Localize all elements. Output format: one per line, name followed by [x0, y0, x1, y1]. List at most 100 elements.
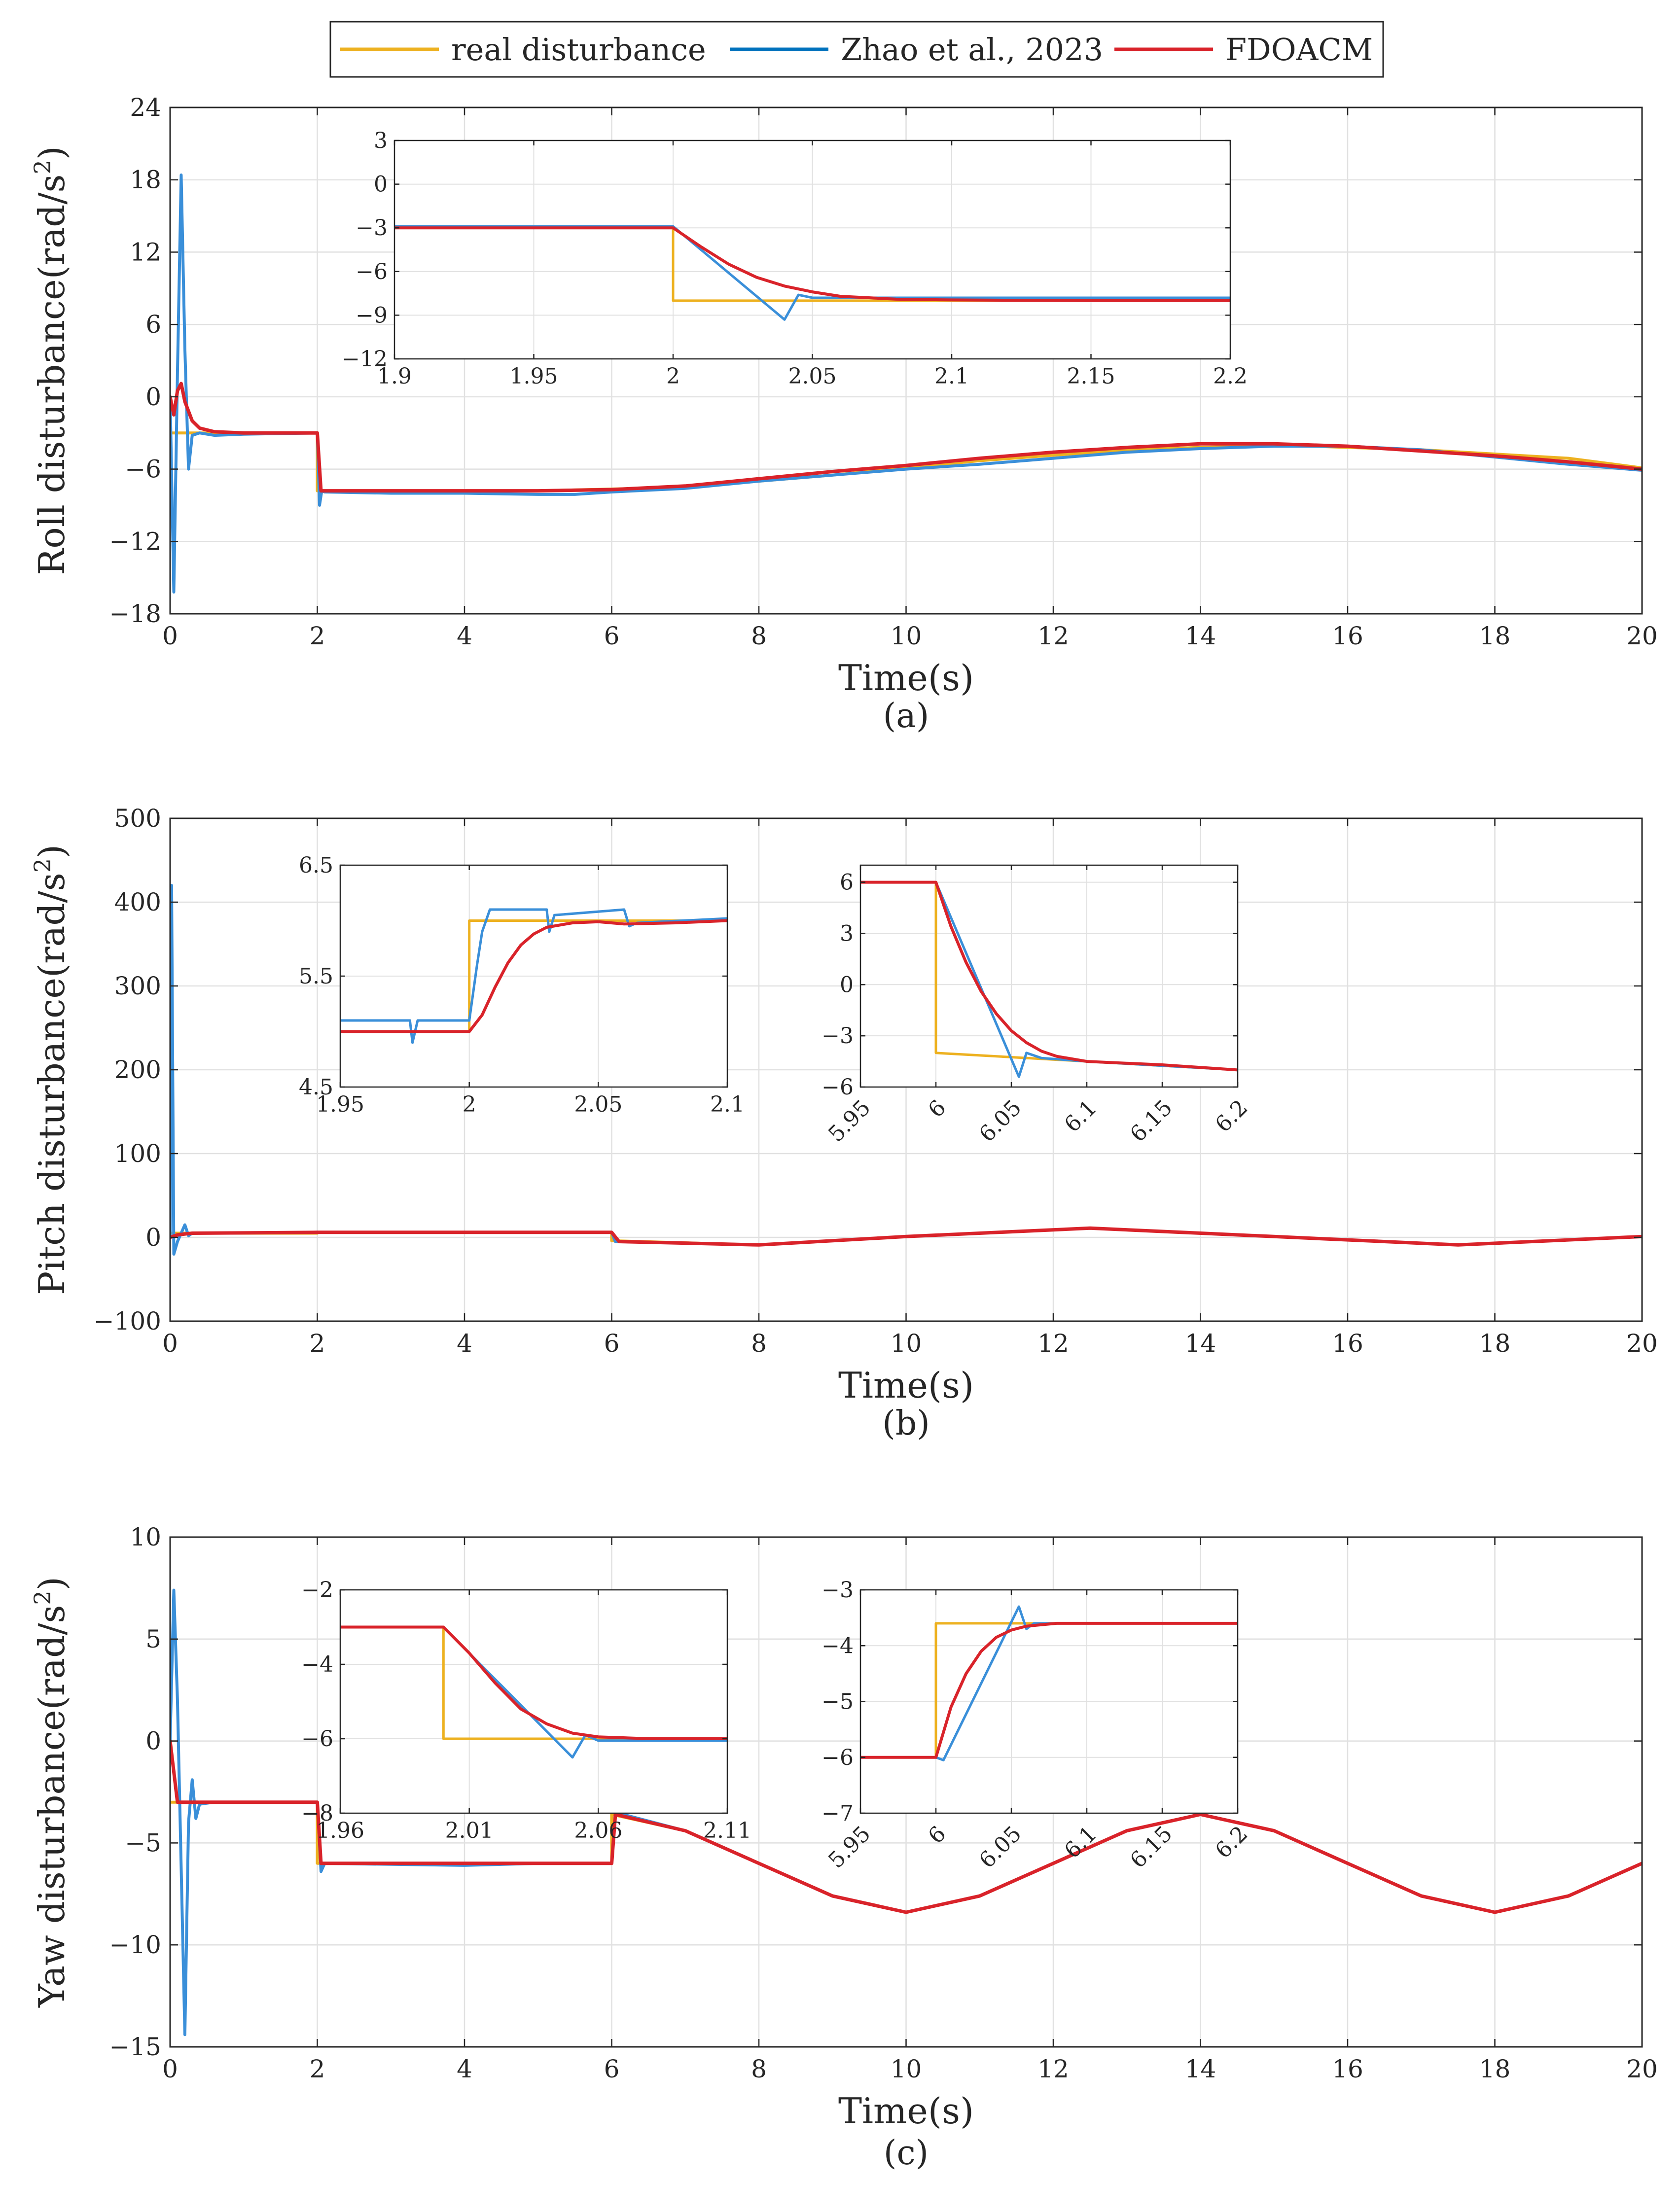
panel-b-inset-1-frame [859, 864, 1239, 1088]
panel-b-pitch: 0 2 4 6 8 10 12 14 16 18 20−1000100200300400500Tim… [29, 804, 1658, 1443]
panel-a-ytick-label-3: 0 [145, 383, 161, 411]
panel-a-inset-0-ytick-label-3: −3 [356, 215, 388, 241]
panel-a-line-zhao [170, 173, 1642, 594]
panel-c-ytick-label-1: −10 [109, 1931, 161, 1959]
panel-b-xtick-label-5: 10 [891, 1329, 922, 1358]
panel-a-xtick-label-6: 12 [1037, 622, 1069, 650]
panel-b-inset-0-ytick-label-0: 4.5 [299, 1075, 333, 1100]
panel-c-inset-0-line-fdoacm [340, 1625, 727, 1740]
panel-b-inset-0-ytick-label-1: 5.5 [299, 964, 333, 989]
panel-b-inset-1-xtick-label-3: 6.1 [1060, 1095, 1102, 1137]
panel-a-inset-0-ytick-label-2: −6 [356, 259, 388, 284]
panel-c-ytick-label-5: 10 [130, 1523, 161, 1551]
panel-c-inset-1-series-group [860, 1605, 1238, 1761]
panel-a-inset-0: 1.9 1.95 2 2.05 2.1 2.15 2.2 −12 −9 −6 −3 0 3 [342, 128, 1248, 389]
panel-c-inset-0-series-group [340, 1625, 727, 1759]
panel-c-inset-1-ytick-label-3: −4 [822, 1633, 854, 1658]
panel-b-xtick-label-7: 14 [1185, 1329, 1216, 1358]
panel-c-ylabel-text: Yaw disturbance(rad/s [31, 1605, 72, 2008]
panel-b-ylabel-sup: 2 [29, 858, 56, 873]
panel-c-xtick-label-7: 14 [1185, 2055, 1216, 2083]
panel-c-ytick-label-2: −5 [125, 1828, 161, 1857]
panel-b-ytick-label-3: 200 [114, 1055, 161, 1084]
panel-c-xlabel: Time(s) [838, 2090, 974, 2132]
panel-b-inset-1-ytick-label-4: 6 [840, 870, 854, 895]
panel-c-inset-1-ytick-label-4: −3 [822, 1578, 854, 1603]
legend: real disturbance Zhao et al., 2023 FDOAC… [329, 21, 1384, 78]
panel-b-ytick-label-2: 100 [114, 1139, 161, 1168]
panel-a-inset-0-series-group [394, 225, 1230, 321]
panel-b-inset-1-ytick-label-2: 0 [840, 972, 854, 997]
panel-c-ytick-label-3: 0 [145, 1727, 161, 1756]
panel-a-inset-0-xtick-label-5: 2.15 [1067, 364, 1115, 389]
panel-c-inset-1-line-fdoacm [860, 1621, 1238, 1759]
panel-a-inset-0-ytick-label-1: −9 [356, 303, 388, 328]
panel-c-inset-1-xtick-label-1: 6 [924, 1821, 951, 1849]
panel-b-inset-0-ytick-label-2: 6.5 [299, 853, 333, 878]
panel-b-xtick-label-9: 18 [1479, 1329, 1511, 1358]
panel-c-ytick-label-0: −15 [109, 2033, 161, 2061]
panel-a-inset-0-line-fdoacm [394, 226, 1230, 302]
panel-b-inset-1-xtick-label-1: 6 [924, 1095, 951, 1123]
panel-a-xtick-label-3: 6 [604, 622, 620, 650]
panel-c-ylabel-sup: 2 [29, 1590, 56, 1605]
panel-a-ytick-label-7: 24 [130, 93, 161, 122]
panel-c-inset-0-xtick-label-2: 2.06 [574, 1818, 622, 1843]
panel-b-ytick-label-5: 400 [114, 888, 161, 916]
panel-c-xtick-label-0: 0 [162, 2055, 178, 2083]
panel-c-inset-1-xtick-label-5: 6.2 [1211, 1821, 1253, 1863]
panel-b-inset-1-xtick-label-5: 6.2 [1211, 1095, 1253, 1137]
panel-b-ytick-label-6: 500 [114, 804, 161, 833]
panel-b-xtick-label-1: 2 [310, 1329, 325, 1358]
panel-b-caption: (b) [882, 1404, 930, 1443]
panel-c-inset-0-ytick-label-3: −2 [301, 1578, 333, 1603]
panel-c-inset-0-xtick-label-3: 2.11 [703, 1818, 751, 1843]
panel-b-inset-0-xtick-label-2: 2.05 [574, 1092, 622, 1117]
panel-b-ytick-label-0: −100 [94, 1307, 161, 1335]
panel-c-inset-0-frame [339, 1589, 728, 1814]
panel-b-xtick-label-3: 6 [604, 1329, 620, 1358]
panel-a-inset-0-xtick-label-3: 2.05 [788, 364, 837, 389]
panel-a-ytick-label-6: 18 [130, 166, 161, 194]
panel-b-inset-1-background [860, 865, 1238, 1087]
panel-b-xtick-label-2: 4 [457, 1329, 472, 1358]
panel-b-ylabel: Pitch disturbance(rad/s2) [29, 844, 72, 1295]
panel-a-xtick-label-2: 4 [457, 622, 472, 650]
panel-a-inset-0-ytick-label-4: 0 [374, 172, 388, 197]
panel-b-xtick-label-4: 8 [751, 1329, 767, 1358]
panel-c-ylabel: Yaw disturbance(rad/s2) [29, 1577, 72, 2008]
panel-b-inset-1-xtick-label-4: 6.15 [1125, 1095, 1177, 1147]
panel-b-inset-1-ytick-label-3: 3 [840, 921, 854, 946]
panel-a-inset-0-ytick-label-0: −12 [342, 347, 388, 372]
panel-c-yaw: 0 2 4 6 8 10 12 14 16 18 20 −15 −10 −5 0 5 10 Time(s) Yaw … [29, 1523, 1658, 2173]
panel-b-xtick-label-8: 16 [1332, 1329, 1363, 1358]
panel-c-xtick-label-8: 16 [1332, 2055, 1363, 2083]
panel-c-inset-0-xtick-label-0: 1.96 [316, 1818, 364, 1843]
panel-b-inset-0-xtick-label-3: 2.1 [710, 1092, 745, 1117]
panel-c-inset-0: 1.96 2.01 2.06 2.11 −8 −6 −4 −2 [301, 1578, 751, 1843]
panel-b-inset-0-xtick-label-1: 2 [463, 1092, 476, 1117]
panel-a-xlabel: Time(s) [838, 657, 974, 699]
panel-c-xtick-label-9: 18 [1479, 2055, 1511, 2083]
panel-c-xtick-label-6: 12 [1037, 2055, 1069, 2083]
panel-b-inset-0-xtick-label-0: 1.95 [316, 1092, 364, 1117]
panel-c-ylabel-close: ) [31, 1577, 72, 1590]
panel-c-xtick-label-10: 20 [1626, 2055, 1658, 2083]
panel-c-xtick-label-2: 4 [457, 2055, 472, 2083]
panel-c-caption: (c) [884, 2134, 929, 2173]
panel-c-inset-0-ytick-label-1: −6 [301, 1726, 333, 1752]
panel-b-line-fdoacm [170, 1226, 1642, 1247]
panel-c-series-group [170, 1588, 1642, 2036]
panel-b-xtick-label-0: 0 [162, 1329, 178, 1358]
panel-a-xtick-label-0: 0 [162, 622, 178, 650]
panel-b-inset-1-xtick-label-0: 5.95 [823, 1095, 875, 1147]
panel-b-inset-1-series-group [860, 880, 1238, 1078]
panel-a-ylabel-close: ) [31, 146, 72, 160]
panel-a-ytick-label-1: −12 [109, 527, 161, 556]
legend-label-fdoacm: FDOACM [1225, 32, 1373, 68]
panel-b-inset-1-ytick-label-1: −3 [822, 1023, 854, 1049]
panel-b-xtick-label-6: 12 [1037, 1329, 1069, 1358]
panel-a-inset-0-xtick-label-6: 2.2 [1213, 364, 1248, 389]
panel-a-ylabel-sup: 2 [29, 160, 56, 174]
panel-b-inset-1: 5.95 6 6.05 6.1 6.15 6.2 −6 −3 0 3 6 [822, 864, 1253, 1147]
